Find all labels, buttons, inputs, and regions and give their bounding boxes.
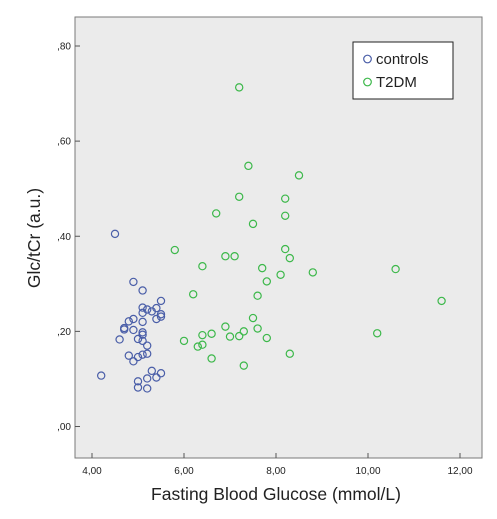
data-point-t2dm [234,192,244,201]
data-point-t2dm [276,270,285,279]
data-point-controls [138,286,147,295]
y-tick-label: ,60 [57,137,71,148]
data-point-t2dm [198,262,207,271]
data-point-controls [142,374,152,383]
y-tick-label: ,20 [57,327,71,338]
data-point-t2dm [221,322,230,331]
data-point-t2dm [285,253,294,263]
data-point-t2dm [258,263,267,273]
data-point-t2dm [207,329,216,338]
data-points [96,83,446,393]
y-axis-title: Glc/tCr (a.u.) [24,188,44,288]
data-point-controls [124,351,134,360]
data-point-t2dm [225,332,235,341]
data-point-controls [129,314,138,324]
data-point-t2dm [179,336,189,346]
data-point-t2dm [373,329,382,338]
legend-marker-t2dm [363,77,372,87]
x-tick-label: 8,00 [266,466,286,477]
data-point-controls [138,328,147,337]
data-point-t2dm [294,171,304,180]
data-point-controls [142,349,152,358]
y-tick-label: ,80 [57,42,71,53]
data-point-controls [129,325,138,335]
data-point-controls [133,352,143,362]
data-point-t2dm [281,244,290,254]
data-point-t2dm [253,324,262,333]
data-point-t2dm [285,349,294,358]
legend-box [352,41,454,100]
data-point-t2dm [437,296,446,306]
data-point-t2dm [244,161,253,171]
data-point-t2dm [188,290,198,299]
data-point-controls [124,317,134,326]
x-axis-title: Fasting Blood Glucose (mmol/L) [151,484,401,504]
data-point-controls [96,371,106,380]
data-point-t2dm [253,291,262,300]
data-point-t2dm [193,342,202,351]
y-tick-label: ,00 [57,422,71,433]
data-point-controls [133,377,143,386]
data-point-controls [156,312,166,321]
data-point-controls [142,384,152,393]
legend: controls T2DM [352,41,454,100]
data-point-t2dm [207,354,216,363]
x-tick-label: 6,00 [174,466,194,477]
data-point-controls [110,229,120,239]
data-point-controls [115,335,124,344]
data-point-t2dm [281,194,290,203]
legend-marker-controls [363,54,372,64]
y-tick-label: ,40 [57,232,71,243]
data-point-controls [142,341,152,350]
x-tick-label: 4,00 [82,466,102,477]
data-point-controls [129,277,138,287]
data-point-controls [152,303,161,313]
data-point-t2dm [248,219,258,229]
data-point-t2dm [308,268,317,277]
legend-label-t2dm: T2DM [376,74,417,91]
data-point-t2dm [234,331,244,341]
data-point-t2dm [239,327,248,336]
data-point-controls [138,303,147,312]
data-point-t2dm [198,340,207,349]
data-point-t2dm [198,330,207,340]
data-point-controls [133,334,143,344]
data-point-t2dm [211,209,221,218]
data-point-t2dm [170,245,179,255]
data-point-controls [152,373,161,382]
data-point-controls [129,357,138,366]
data-point-t2dm [221,252,230,261]
data-point-controls [119,323,129,333]
data-point-t2dm [234,83,244,92]
data-point-controls [133,383,143,392]
x-axis: 4,00 6,00 8,00 10,00 12,00 [82,453,473,477]
x-tick-label: 12,00 [447,466,472,477]
data-point-controls [156,310,166,319]
data-point-controls [138,317,147,327]
data-point-t2dm [262,277,271,286]
legend-label-controls: controls [376,51,429,68]
data-point-t2dm [230,252,239,261]
data-point-controls [138,330,147,339]
data-point-controls [147,366,156,376]
x-tick-label: 10,00 [355,466,380,477]
data-point-controls [138,350,147,359]
data-point-controls [156,369,166,378]
data-point-controls [142,305,152,314]
data-point-controls [152,314,161,324]
data-point-t2dm [239,361,248,370]
data-point-t2dm [281,211,290,220]
data-point-t2dm [248,313,258,323]
data-point-t2dm [391,264,400,274]
data-point-controls [156,296,166,306]
y-axis: ,00 ,20 ,40 ,60 ,80 [57,42,80,433]
data-point-controls [138,336,147,346]
data-point-t2dm [262,333,271,343]
